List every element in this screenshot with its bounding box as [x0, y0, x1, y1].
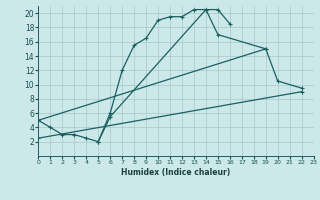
X-axis label: Humidex (Indice chaleur): Humidex (Indice chaleur): [121, 168, 231, 177]
